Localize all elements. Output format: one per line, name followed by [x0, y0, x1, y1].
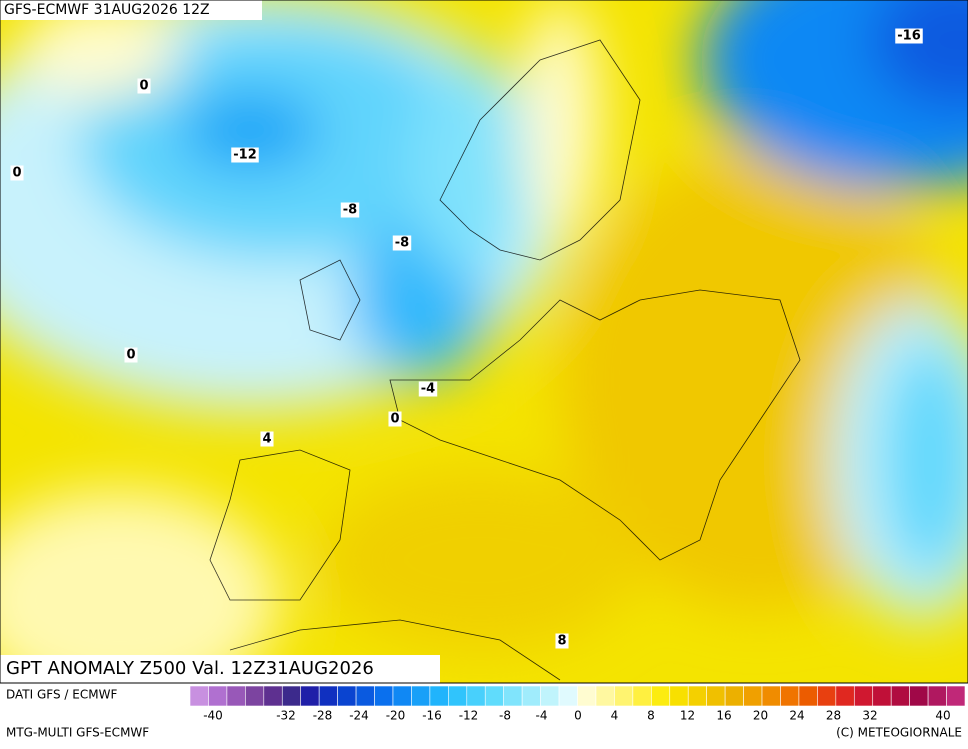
colorbar-tick-label: -40: [203, 709, 223, 723]
contour-label-bg: [388, 411, 402, 427]
colorbar-swatch: [853, 685, 874, 707]
colorbar-swatch: [466, 685, 486, 707]
contour-label: -12: [233, 148, 257, 163]
footer-credit: (C) METEOGIORNALE: [836, 726, 962, 740]
colorbar-tick-label: 4: [611, 709, 619, 723]
contour-label-bg: [260, 431, 274, 447]
colorbar-swatch: [318, 685, 338, 707]
contour-label-bg: [124, 347, 138, 363]
contour-label-bg: [10, 165, 24, 181]
colorbar-swatch: [687, 685, 707, 707]
footer-model: MTG-MULTI GFS-ECMWF: [6, 726, 149, 740]
colorbar-swatch: [761, 685, 781, 707]
colorbar-swatch: [355, 685, 375, 707]
contour-label-bg: [392, 235, 412, 251]
colorbar-swatch: [669, 685, 689, 707]
contour-label: 0: [390, 412, 399, 427]
contour-label-bg: [555, 633, 569, 649]
contour-label-bg: [137, 78, 151, 94]
contour-label: 0: [126, 348, 135, 363]
header-box: [0, 0, 262, 20]
contour-label: 0: [139, 79, 148, 94]
colorbar-tick-label: -4: [536, 709, 548, 723]
colorbar-swatch: [817, 685, 837, 707]
colorbar-swatch: [706, 685, 726, 707]
contour-label: 0: [12, 166, 21, 181]
colorbar-swatch: [595, 685, 615, 707]
header-title: GFS-ECMWF 31AUG2026 12Z: [4, 2, 210, 18]
map-title-box: [0, 655, 440, 683]
colorbar-tick-label: 12: [680, 709, 695, 723]
colorbar-swatch: [503, 685, 523, 707]
colorbar-tick-label: -12: [459, 709, 479, 723]
colorbar-swatch: [226, 685, 246, 707]
colorbar-swatch: [558, 685, 578, 707]
colorbar-swatch: [780, 685, 800, 707]
colorbar-swatch: [263, 685, 283, 707]
colorbar-swatch: [651, 685, 671, 707]
contour-label-bg: [231, 147, 259, 163]
colorbar-tick-label: 16: [716, 709, 731, 723]
colorbar-swatch: [189, 685, 209, 707]
contour-label: -4: [421, 382, 435, 397]
contour-label-bg: [895, 28, 923, 44]
colorbar-swatch: [448, 685, 468, 707]
colorbar-swatch: [411, 685, 431, 707]
colorbar-swatch: [946, 685, 966, 707]
map-title: GPT ANOMALY Z500 Val. 12Z31AUG2026: [6, 658, 374, 679]
colorbar-swatch: [337, 685, 357, 707]
colorbar-swatch: [374, 685, 394, 707]
map: GFS-ECMWF 31AUG2026 12Z GPT ANOMALY Z500…: [0, 0, 968, 683]
colorbar-swatch: [724, 685, 744, 707]
colorbar-tick-label: 20: [753, 709, 768, 723]
contour-label: -8: [343, 203, 357, 218]
footer-source: DATI GFS / ECMWF: [6, 688, 117, 702]
colorbar-tick-label: -24: [349, 709, 369, 723]
colorbar-tick-label: 32: [862, 709, 877, 723]
colorbar-tick-label: 24: [789, 709, 804, 723]
colorbar-tick-label: -28: [313, 709, 333, 723]
map-frame: [0, 0, 968, 684]
colorbar-tick-label: -20: [386, 709, 406, 723]
colorbar-swatch: [521, 685, 541, 707]
colorbar-swatch: [614, 685, 634, 707]
contour-label-bg: [340, 202, 360, 218]
colorbar-swatch: [798, 685, 818, 707]
colorbar-swatch: [927, 685, 947, 707]
colorbar-swatch: [208, 685, 228, 707]
colorbar-swatch: [392, 685, 412, 707]
colorbar-swatch: [632, 685, 652, 707]
colorbar-tick-label: -8: [499, 709, 511, 723]
colorbar-swatch: [743, 685, 763, 707]
contour-label-bg: [418, 381, 438, 397]
colorbar-swatch: [835, 685, 855, 707]
colorbar-swatch: [484, 685, 504, 707]
colorbar-swatch: [281, 685, 302, 707]
colorbar-tick-label: 28: [826, 709, 841, 723]
colorbar-swatch: [245, 685, 265, 707]
contour-label: 4: [262, 432, 271, 447]
colorbar-swatch: [429, 685, 449, 707]
colorbar-swatch: [300, 685, 320, 707]
colorbar-swatch: [577, 685, 597, 707]
contour-label: 8: [557, 634, 566, 649]
colorbar-swatch: [872, 685, 892, 707]
contour-label: -16: [897, 29, 921, 44]
colorbar-tick-label: -32: [276, 709, 296, 723]
colorbar-tick-label: 0: [574, 709, 582, 723]
colorbar-tick-label: -16: [422, 709, 442, 723]
colorbar-tick-label: 8: [647, 709, 655, 723]
colorbar-tick-label: 40: [935, 709, 950, 723]
contour-label: -8: [395, 236, 409, 251]
colorbar-swatch: [909, 685, 929, 707]
colorbar-swatch: [890, 685, 910, 707]
colorbar-swatch: [540, 685, 560, 707]
